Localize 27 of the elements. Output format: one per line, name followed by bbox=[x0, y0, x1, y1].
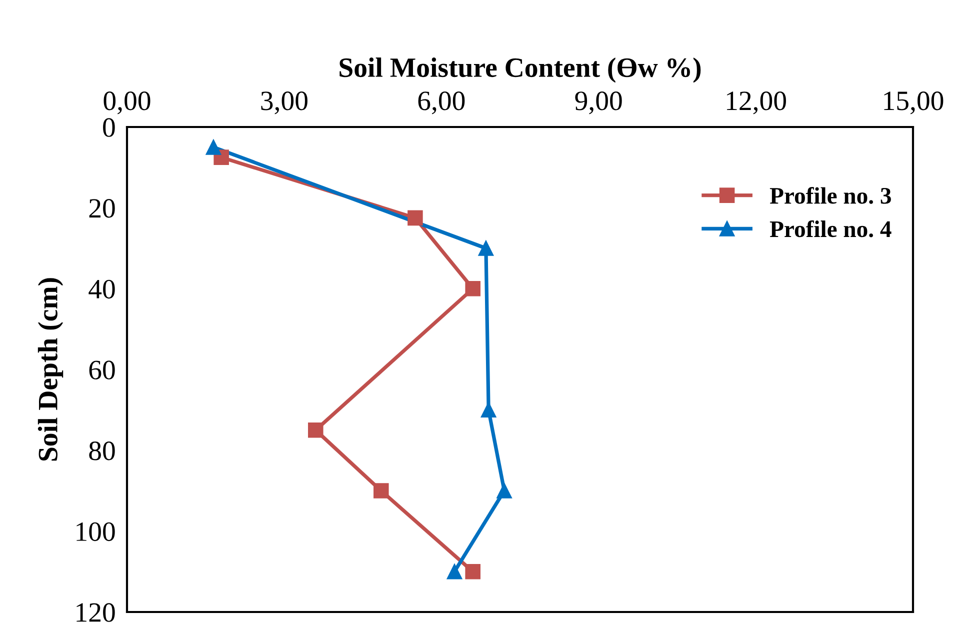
point bbox=[206, 140, 222, 155]
point bbox=[496, 483, 512, 498]
y-axis-title: Soil Depth (cm) bbox=[38, 278, 64, 461]
x-tick-label: 15,00 bbox=[884, 92, 944, 114]
legend-label: Profile no. 4 bbox=[770, 220, 892, 238]
point bbox=[465, 564, 480, 580]
point bbox=[374, 483, 389, 498]
y-tick-label: 20 bbox=[89, 199, 115, 218]
point bbox=[446, 564, 462, 580]
y-tick-label: 100 bbox=[76, 522, 115, 542]
x-tick-label: 0,00 bbox=[104, 92, 150, 114]
y-tick-label: 60 bbox=[89, 360, 115, 380]
x-axis-title: Soil Moisture Content (Ɵw %) bbox=[340, 58, 701, 83]
y-tick-label: 80 bbox=[89, 442, 115, 460]
x-tick-label: 9,00 bbox=[575, 92, 622, 114]
point bbox=[308, 422, 324, 438]
point bbox=[465, 281, 480, 296]
y-tick-label: 0 bbox=[103, 118, 115, 137]
x-tick-label: 12,00 bbox=[726, 92, 786, 114]
point bbox=[480, 402, 496, 418]
y-tick-label: 40 bbox=[88, 280, 115, 299]
x-tick-label: 6,00 bbox=[418, 92, 465, 114]
point bbox=[478, 240, 494, 256]
y-tick-label: 120 bbox=[76, 603, 115, 622]
point bbox=[408, 210, 423, 226]
x-tick-label: 3,00 bbox=[261, 92, 308, 114]
legend-label: Profile no. 3 bbox=[770, 186, 891, 204]
